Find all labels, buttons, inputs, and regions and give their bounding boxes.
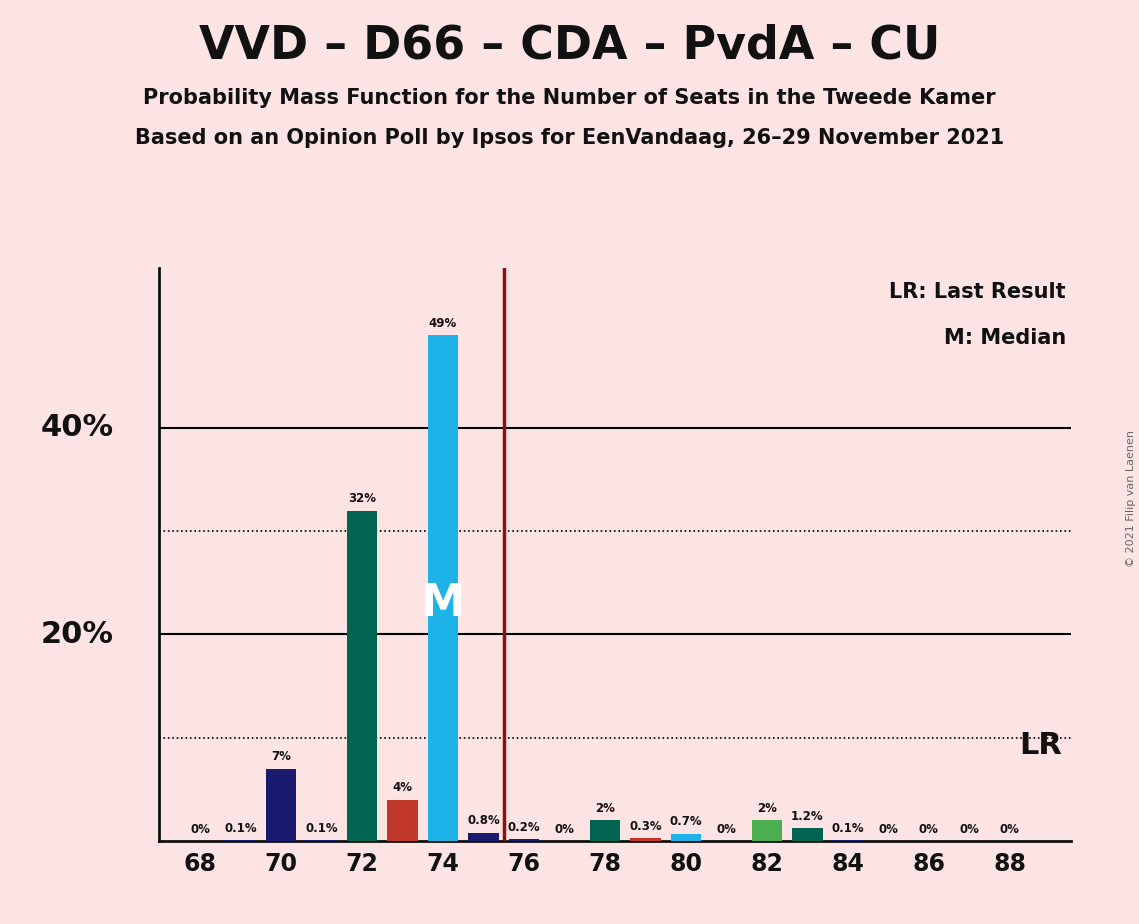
Text: 20%: 20%	[41, 620, 114, 649]
Text: 0%: 0%	[878, 822, 899, 835]
Text: Based on an Opinion Poll by Ipsos for EenVandaag, 26–29 November 2021: Based on an Opinion Poll by Ipsos for Ee…	[134, 128, 1005, 148]
Text: 32%: 32%	[347, 492, 376, 505]
Bar	[793, 829, 822, 841]
Text: 0%: 0%	[716, 822, 737, 835]
Text: 0.7%: 0.7%	[670, 816, 703, 829]
Bar	[468, 833, 499, 841]
Text: 0%: 0%	[1000, 822, 1019, 835]
Text: VVD – D66 – CDA – PvdA – CU: VVD – D66 – CDA – PvdA – CU	[199, 23, 940, 68]
Text: M: Median: M: Median	[944, 328, 1066, 348]
Text: 0.1%: 0.1%	[305, 821, 338, 834]
Bar	[833, 840, 863, 841]
Text: 0.1%: 0.1%	[224, 821, 256, 834]
Text: 7%: 7%	[271, 750, 290, 763]
Text: 2%: 2%	[757, 802, 777, 815]
Bar	[428, 335, 458, 841]
Bar	[226, 840, 255, 841]
Text: 0%: 0%	[190, 822, 210, 835]
Text: 49%: 49%	[428, 317, 457, 330]
Text: 0.1%: 0.1%	[831, 821, 865, 834]
Bar	[752, 821, 782, 841]
Bar	[590, 821, 620, 841]
Bar	[671, 833, 702, 841]
Text: LR: LR	[1019, 732, 1063, 760]
Text: © 2021 Filip van Laenen: © 2021 Filip van Laenen	[1126, 431, 1136, 567]
Text: 1.2%: 1.2%	[792, 810, 823, 823]
Text: 40%: 40%	[41, 413, 114, 443]
Text: 2%: 2%	[595, 802, 615, 815]
Text: Probability Mass Function for the Number of Seats in the Tweede Kamer: Probability Mass Function for the Number…	[144, 88, 995, 108]
Bar	[387, 799, 418, 841]
Text: 0.8%: 0.8%	[467, 814, 500, 827]
Bar	[306, 840, 337, 841]
Bar	[630, 838, 661, 841]
Bar	[509, 839, 539, 841]
Text: LR: Last Result: LR: Last Result	[890, 283, 1066, 302]
Bar	[346, 511, 377, 841]
Text: M: M	[420, 581, 465, 625]
Text: 0.2%: 0.2%	[508, 821, 540, 833]
Text: 0%: 0%	[959, 822, 980, 835]
Bar	[265, 769, 296, 841]
Text: 0.3%: 0.3%	[629, 820, 662, 833]
Text: 0%: 0%	[919, 822, 939, 835]
Text: 0%: 0%	[555, 822, 574, 835]
Text: 4%: 4%	[393, 782, 412, 795]
